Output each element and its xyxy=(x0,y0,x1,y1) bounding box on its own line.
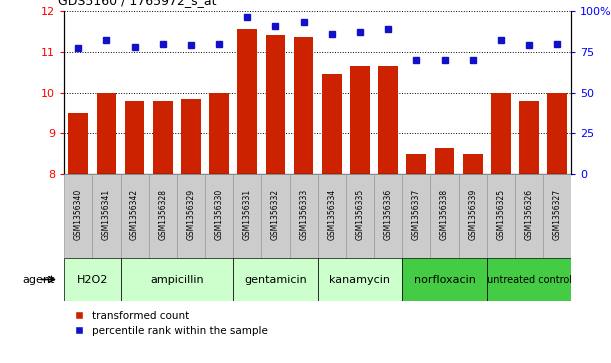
Bar xyxy=(515,174,543,258)
Text: H2O2: H2O2 xyxy=(76,274,108,285)
Text: kanamycin: kanamycin xyxy=(329,274,390,285)
Text: GSM1356326: GSM1356326 xyxy=(524,189,533,240)
Bar xyxy=(519,101,539,174)
Text: GSM1356335: GSM1356335 xyxy=(356,189,365,240)
Bar xyxy=(402,174,430,258)
Bar xyxy=(233,174,262,258)
Text: norfloxacin: norfloxacin xyxy=(414,274,475,285)
Bar xyxy=(318,174,346,258)
Text: GSM1356332: GSM1356332 xyxy=(271,189,280,240)
Bar xyxy=(64,174,92,258)
Bar xyxy=(233,258,318,301)
Bar xyxy=(181,99,201,174)
Text: GSM1356333: GSM1356333 xyxy=(299,189,308,240)
Bar xyxy=(547,93,567,174)
Bar xyxy=(125,101,144,174)
Bar xyxy=(290,174,318,258)
Bar xyxy=(294,37,313,174)
Text: GSM1356334: GSM1356334 xyxy=(327,189,336,240)
Text: GSM1356331: GSM1356331 xyxy=(243,189,252,240)
Text: agent: agent xyxy=(23,274,55,285)
Text: GSM1356341: GSM1356341 xyxy=(102,189,111,240)
Bar xyxy=(238,29,257,174)
Legend: transformed count, percentile rank within the sample: transformed count, percentile rank withi… xyxy=(70,306,273,340)
Bar xyxy=(266,35,285,174)
Text: GDS5160 / 1765972_s_at: GDS5160 / 1765972_s_at xyxy=(58,0,216,7)
Text: GSM1356339: GSM1356339 xyxy=(468,189,477,240)
Bar xyxy=(153,101,173,174)
Text: ampicillin: ampicillin xyxy=(150,274,203,285)
Bar xyxy=(318,258,402,301)
Bar xyxy=(148,174,177,258)
Bar xyxy=(346,174,374,258)
Bar xyxy=(491,93,511,174)
Bar xyxy=(209,93,229,174)
Bar xyxy=(97,93,116,174)
Text: GSM1356330: GSM1356330 xyxy=(214,189,224,240)
Bar xyxy=(205,174,233,258)
Text: untreated control: untreated control xyxy=(486,274,571,285)
Bar xyxy=(402,258,487,301)
Bar xyxy=(543,174,571,258)
Bar xyxy=(322,74,342,174)
Text: GSM1356329: GSM1356329 xyxy=(186,189,196,240)
Text: GSM1356340: GSM1356340 xyxy=(74,189,82,240)
Text: GSM1356325: GSM1356325 xyxy=(496,189,505,240)
Text: GSM1356342: GSM1356342 xyxy=(130,189,139,240)
Bar xyxy=(459,174,487,258)
Text: GSM1356337: GSM1356337 xyxy=(412,189,421,240)
Text: GSM1356328: GSM1356328 xyxy=(158,189,167,240)
Bar xyxy=(434,148,455,174)
Bar xyxy=(350,66,370,174)
Bar xyxy=(92,174,120,258)
Bar xyxy=(487,174,515,258)
Bar xyxy=(120,258,233,301)
Bar xyxy=(262,174,290,258)
Bar xyxy=(487,258,571,301)
Text: GSM1356336: GSM1356336 xyxy=(384,189,393,240)
Bar xyxy=(177,174,205,258)
Bar xyxy=(378,66,398,174)
Bar xyxy=(463,154,483,174)
Bar xyxy=(406,154,426,174)
Bar xyxy=(68,113,88,174)
Text: GSM1356338: GSM1356338 xyxy=(440,189,449,240)
Bar xyxy=(120,174,148,258)
Text: GSM1356327: GSM1356327 xyxy=(553,189,562,240)
Bar xyxy=(430,174,459,258)
Bar xyxy=(374,174,402,258)
Bar xyxy=(64,258,120,301)
Text: gentamicin: gentamicin xyxy=(244,274,307,285)
